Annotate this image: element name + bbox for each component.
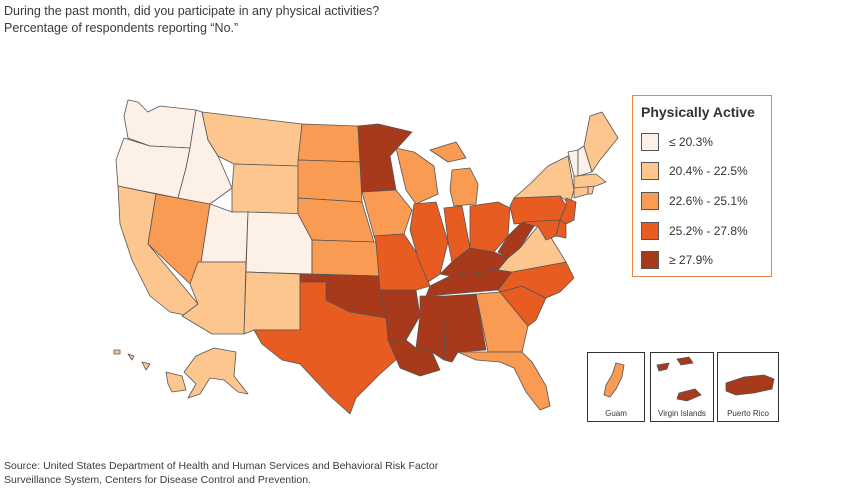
state-georgia	[475, 291, 529, 353]
puerto-rico-shape	[725, 374, 775, 396]
state-maine	[583, 111, 619, 173]
chart-title: During the past month, did you participa…	[4, 3, 624, 37]
legend-item-4: 25.2% - 27.8%	[641, 222, 769, 242]
legend-swatch-5	[641, 251, 659, 269]
inset-guam: Guam	[587, 352, 645, 422]
inset-label-virgin-islands: Virgin Islands	[658, 409, 706, 418]
state-nebraska	[297, 197, 375, 243]
state-washington	[123, 99, 197, 149]
legend-item-1: ≤ 20.3%	[641, 133, 769, 153]
state-hawaii	[113, 349, 187, 393]
map-legend: Physically Active ≤ 20.3% 20.4% - 22.5% …	[632, 95, 772, 277]
state-new-mexico	[243, 271, 301, 335]
source-line-1: Source: United States Department of Heal…	[4, 460, 439, 472]
legend-label-4: 25.2% - 27.8%	[669, 224, 748, 238]
state-michigan	[429, 141, 479, 207]
inset-label-puerto-rico: Puerto Rico	[727, 409, 769, 418]
legend-swatch-1	[641, 133, 659, 151]
inset-label-guam: Guam	[605, 409, 627, 418]
legend-item-5: ≥ 27.9%	[641, 251, 769, 271]
state-north-dakota	[297, 123, 361, 163]
state-rhode-island	[587, 185, 595, 195]
legend-item-2: 20.4% - 22.5%	[641, 162, 769, 182]
state-texas	[253, 281, 399, 415]
legend-title: Physically Active	[641, 104, 755, 120]
state-alaska	[183, 347, 249, 399]
state-delaware	[555, 219, 567, 239]
state-new-york	[513, 155, 575, 205]
source-line-2: Surveillance System, Centers for Disease…	[4, 474, 311, 486]
state-louisiana	[387, 339, 441, 377]
state-illinois	[409, 201, 449, 283]
virgin-islands-shape	[656, 356, 702, 402]
title-line-1: During the past month, did you participa…	[4, 4, 380, 18]
guam-shape	[603, 362, 625, 398]
source-note: Source: United States Department of Heal…	[4, 459, 604, 487]
legend-label-1: ≤ 20.3%	[669, 135, 713, 149]
state-wyoming	[231, 163, 299, 215]
state-kansas	[311, 239, 381, 277]
legend-item-3: 22.6% - 25.1%	[641, 192, 769, 212]
state-missouri	[373, 233, 431, 291]
legend-swatch-2	[641, 162, 659, 180]
legend-swatch-3	[641, 192, 659, 210]
inset-puerto-rico: Puerto Rico	[717, 352, 779, 422]
state-minnesota	[357, 123, 413, 193]
state-wisconsin	[395, 147, 439, 205]
legend-label-2: 20.4% - 22.5%	[669, 164, 748, 178]
inset-virgin-islands: Virgin Islands	[650, 352, 714, 422]
state-florida	[457, 351, 551, 411]
legend-label-3: 22.6% - 25.1%	[669, 194, 748, 208]
legend-swatch-4	[641, 222, 659, 240]
title-line-2: Percentage of respondents reporting “No.…	[4, 21, 239, 35]
state-massachusetts	[573, 173, 607, 189]
state-south-dakota	[297, 159, 363, 203]
legend-label-5: ≥ 27.9%	[669, 253, 713, 267]
